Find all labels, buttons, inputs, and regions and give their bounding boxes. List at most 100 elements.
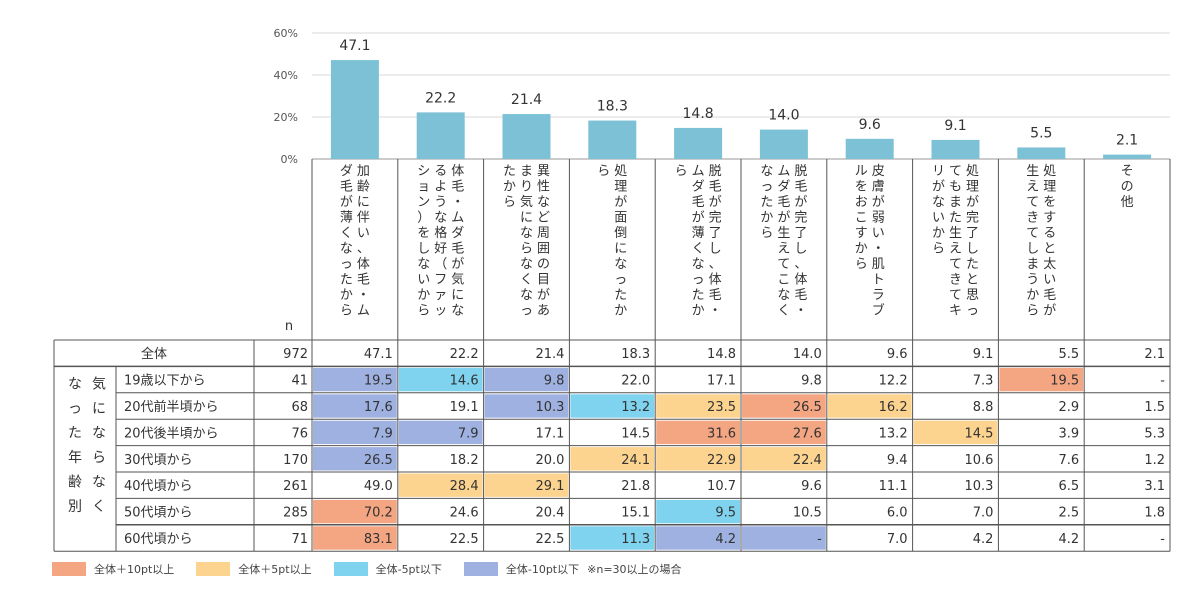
total-cell: 21.4 xyxy=(535,347,564,362)
category-label-char: 伴 xyxy=(357,211,370,226)
category-label-char: な xyxy=(760,164,773,179)
category-label-char: リ xyxy=(932,164,945,179)
table-cell: 9.8 xyxy=(801,374,822,389)
category-label-char: た xyxy=(949,211,962,226)
category-label-char: こ xyxy=(855,211,868,226)
category-label-char: か xyxy=(614,304,627,319)
category-label-char: 齢 xyxy=(357,180,370,195)
category-label-char: か xyxy=(1026,288,1039,303)
row-label: 20代後半頃から xyxy=(124,426,219,441)
category-label-char: ト xyxy=(872,273,885,288)
category-label-char: が xyxy=(340,195,353,210)
category-label-char: た xyxy=(760,195,773,210)
category-label-char: が xyxy=(777,211,790,226)
group-label-char: ら xyxy=(92,450,106,466)
category-label-char: が xyxy=(692,211,705,226)
data-label: 14.0 xyxy=(768,108,799,124)
category-label-char: き xyxy=(1026,211,1039,226)
table-cell: 1.8 xyxy=(1144,506,1165,521)
bar xyxy=(1017,147,1066,159)
legend-swatch-minus10 xyxy=(463,562,498,576)
category-label-char: な xyxy=(417,257,430,272)
category-label-char: ま xyxy=(949,195,962,210)
category-label-char: の xyxy=(1121,180,1134,195)
table-cell: 19.5 xyxy=(364,374,393,389)
group-label-char: 気 xyxy=(92,376,106,392)
table-cell: 70.2 xyxy=(364,506,393,521)
category-label-char: 体 xyxy=(794,273,807,288)
n-value: 71 xyxy=(291,532,308,547)
category-label-char: な xyxy=(434,211,447,226)
bar xyxy=(330,60,379,160)
highlight-cell xyxy=(742,447,826,471)
category-label-char: 脱 xyxy=(709,164,722,179)
category-label-char: く xyxy=(340,226,353,241)
category-label-char: か xyxy=(340,288,353,303)
category-label-char: っ xyxy=(520,304,533,319)
category-label-char: な xyxy=(537,195,550,210)
table-cell: 2.5 xyxy=(1059,506,1080,521)
highlight-cell xyxy=(484,367,569,392)
data-label: 9.1 xyxy=(944,118,966,134)
y-tick-label: 20% xyxy=(274,111,298,124)
category-label-char: 毛 xyxy=(709,180,722,195)
category-label-char: て xyxy=(949,288,962,303)
bar xyxy=(759,129,808,159)
category-label-char: か xyxy=(932,226,945,241)
n-value: 76 xyxy=(291,426,308,441)
category-label-char: 処 xyxy=(1043,164,1056,179)
legend-swatch-minus5 xyxy=(333,562,368,576)
category-label-char: ム xyxy=(692,164,705,179)
n-value: 170 xyxy=(283,453,308,468)
table-cell: 18.2 xyxy=(450,453,479,468)
highlight-cell xyxy=(656,499,740,524)
highlight-cell xyxy=(913,420,998,445)
highlight-cell xyxy=(313,367,397,392)
highlight-cell xyxy=(827,394,912,418)
table-cell: 7.9 xyxy=(372,426,393,441)
category-label-char: い xyxy=(1043,273,1056,288)
category-label-char: 薄 xyxy=(340,211,353,226)
category-label-char: き xyxy=(949,273,962,288)
category-label-char: な xyxy=(777,288,790,303)
row-label: 20代前半頃から xyxy=(124,399,219,415)
table-cell: 31.6 xyxy=(707,426,736,441)
table-cell: 7.0 xyxy=(887,532,908,547)
category-label-char: が xyxy=(794,195,807,210)
table-cell: 17.1 xyxy=(707,374,736,389)
group-label-char: に xyxy=(92,401,106,417)
table-cell: 17.6 xyxy=(364,400,393,415)
highlight-cell xyxy=(570,394,655,418)
category-label-char: に xyxy=(520,211,533,226)
category-label-char: ） xyxy=(417,211,430,226)
data-label: 2.1 xyxy=(1116,133,1138,149)
category-label-char: フ xyxy=(434,273,447,288)
table-cell: 3.9 xyxy=(1059,426,1080,441)
category-label-char: た xyxy=(614,288,627,303)
legend-item-minus10: 全体-10pt以下 xyxy=(463,561,579,577)
category-label-char: ラ xyxy=(872,288,885,303)
category-label-char: 肌 xyxy=(872,257,885,272)
category-label-char: 毛 xyxy=(709,288,722,303)
category-label-char: 太 xyxy=(1043,257,1056,272)
row-label-total: 全体 xyxy=(141,346,167,362)
category-label-char: （ xyxy=(434,257,447,272)
category-label-char: る xyxy=(1043,226,1056,241)
highlight-cell xyxy=(570,447,655,471)
chart: 0% 20% 40% 60% 47.1 22.2 21.4 18.3 14.8 14.0 9.6 9.… xyxy=(53,27,1171,552)
table-cell: 2.9 xyxy=(1059,400,1080,415)
table-cell: 20.0 xyxy=(535,453,564,468)
table-cell: 11.3 xyxy=(621,532,650,547)
legend-label-plus5: 全体＋5pt以上 xyxy=(238,563,312,576)
category-label-char: の xyxy=(537,257,550,272)
category-label-char: も xyxy=(949,180,962,195)
category-label-char: く xyxy=(520,273,533,288)
bar xyxy=(502,114,551,159)
n-value-total: 972 xyxy=(283,347,308,362)
category-label-char: 毛 xyxy=(794,288,807,303)
category-label-char: ど xyxy=(537,211,550,226)
table-cell: - xyxy=(817,532,822,547)
group-label-char: 年 xyxy=(68,450,82,466)
data-label: 47.1 xyxy=(339,38,370,54)
category-label-char: ら xyxy=(340,304,353,319)
